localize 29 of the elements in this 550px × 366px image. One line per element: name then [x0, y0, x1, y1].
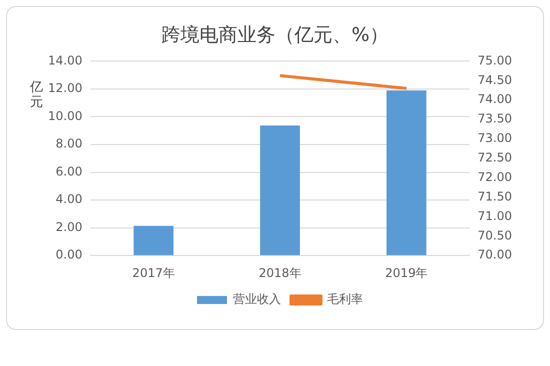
y2-tick-label: 74.00: [478, 92, 512, 106]
x-tick-label: 2017年: [132, 266, 175, 280]
y-tick-label: 12.00: [48, 81, 82, 96]
y2-tick-label: 70.50: [478, 228, 512, 242]
legend-label: 毛利率: [327, 292, 363, 306]
y-tick-label: 6.00: [56, 164, 82, 178]
x-tick-label: 2019年: [385, 266, 428, 280]
y2-tick-label: 71.00: [478, 208, 512, 223]
y-tick-label: 14.00: [48, 53, 82, 68]
y2-tick-label: 75.00: [478, 53, 512, 68]
y2-tick-label: 74.50: [478, 72, 512, 87]
bar: [134, 226, 174, 256]
y2-tick-label: 73.50: [478, 112, 512, 126]
y-tick-label: 4.00: [56, 192, 82, 206]
y-tick-label: 0.00: [56, 248, 82, 262]
y-tick-label: 2.00: [56, 220, 82, 234]
y-tick-label: 10.00: [48, 108, 82, 123]
chart-title: 跨境电商业务（亿元、%）: [160, 23, 390, 48]
bar: [386, 90, 426, 256]
y2-tick-label: 73.00: [478, 131, 512, 146]
y2-tick-label: 72.00: [478, 170, 512, 184]
legend-label: 营业收入: [233, 292, 281, 306]
x-tick-label: 2018年: [258, 266, 302, 280]
bar: [260, 125, 300, 256]
y-tick-label: 8.00: [56, 136, 82, 151]
y2-tick-label: 71.50: [478, 189, 512, 204]
y-axis-title: 亿元: [30, 80, 44, 110]
y2-tick-label: 72.50: [478, 150, 512, 165]
y2-tick-label: 70.00: [478, 248, 512, 262]
